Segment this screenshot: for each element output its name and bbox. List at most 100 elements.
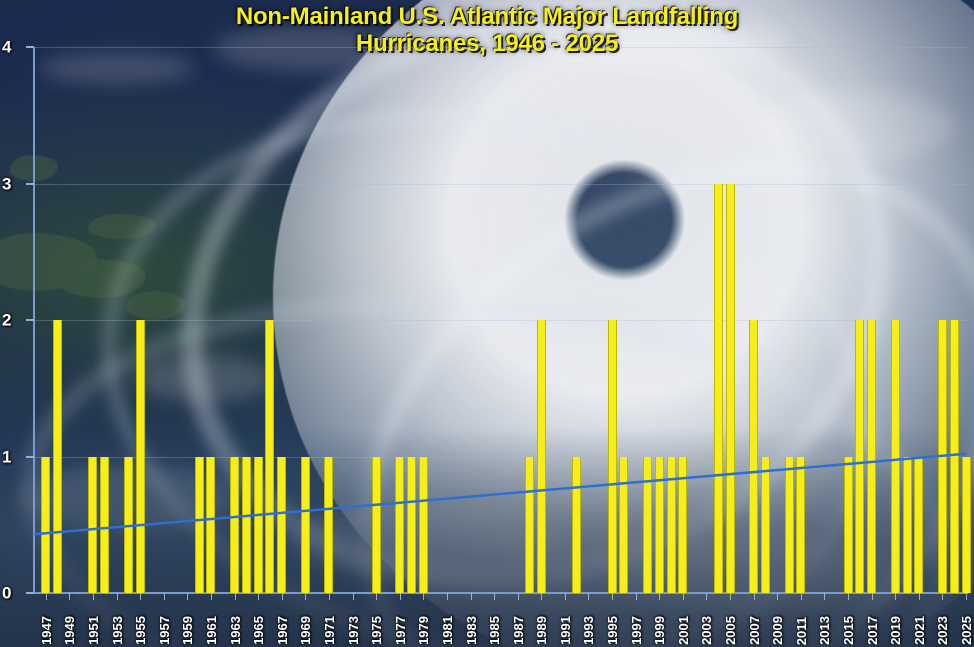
bar-1992 [572, 456, 582, 593]
x-tick-1983 [470, 593, 472, 600]
x-tick-2023 [942, 593, 944, 600]
x-tick-label-1961: 1961 [203, 616, 219, 645]
y-tick-label-1: 1 [2, 447, 12, 466]
bar-1996 [619, 456, 629, 593]
x-tick-label-1987: 1987 [510, 616, 526, 645]
x-tick-1957 [163, 593, 165, 600]
bar-2023 [937, 320, 947, 593]
x-tick-1973 [352, 593, 354, 600]
bar-2007 [749, 320, 759, 593]
x-tick-label-2001: 2001 [675, 616, 691, 645]
x-tick-1951 [92, 593, 94, 600]
y-tick-2 [26, 319, 34, 321]
bar-2016 [855, 320, 865, 593]
x-tick-1977 [399, 593, 401, 600]
bar-2021 [914, 456, 924, 593]
y-tick-label-3: 3 [2, 174, 12, 193]
bar-2024 [949, 320, 959, 593]
bar-2025 [961, 456, 971, 593]
x-tick-label-1995: 1995 [605, 616, 621, 645]
bar-1963 [230, 456, 240, 593]
x-tick-label-1985: 1985 [487, 616, 503, 645]
bar-1999 [654, 456, 664, 593]
bar-1964 [241, 456, 251, 593]
bar-2017 [867, 320, 877, 593]
x-tick-2025 [966, 593, 967, 600]
x-tick-label-1959: 1959 [180, 616, 196, 645]
x-tick-2007 [753, 593, 755, 600]
x-tick-1975 [376, 593, 378, 600]
x-tick-label-2015: 2015 [841, 616, 857, 645]
y-tick-3 [26, 182, 34, 185]
bar-1966 [265, 320, 275, 593]
x-tick-label-2009: 2009 [770, 616, 786, 645]
gridline-y-2 [33, 320, 968, 321]
x-tick-label-1999: 1999 [652, 616, 668, 645]
bar-1988 [524, 456, 534, 593]
x-tick-label-1973: 1973 [345, 616, 361, 645]
x-tick-1969 [305, 593, 307, 600]
x-tick-1963 [234, 593, 236, 600]
x-tick-1999 [659, 593, 661, 600]
x-tick-1967 [281, 593, 283, 600]
x-tick-label-1979: 1979 [416, 616, 432, 645]
x-tick-2013 [824, 593, 826, 600]
y-tick-label-0: 0 [2, 583, 12, 603]
bar-1955 [135, 320, 145, 593]
bar-1989 [536, 320, 546, 593]
x-tick-1949 [69, 593, 71, 600]
bar-1951 [88, 456, 98, 593]
x-tick-1947 [45, 593, 47, 600]
x-tick-2011 [800, 593, 802, 600]
bar-1977 [395, 456, 405, 593]
x-tick-label-2025: 2025 [959, 616, 974, 645]
bar-1961 [206, 456, 216, 593]
x-tick-label-1981: 1981 [439, 616, 455, 645]
bar-2011 [796, 456, 806, 593]
x-tick-label-2017: 2017 [864, 616, 880, 645]
y-tick-label-2: 2 [2, 310, 12, 330]
y-tick-1 [26, 455, 34, 458]
bar-1965 [253, 456, 263, 593]
bar-1967 [277, 456, 287, 593]
y-tick-0 [26, 592, 34, 594]
x-tick-label-1951: 1951 [85, 616, 101, 645]
bar-1948 [53, 320, 63, 593]
x-tick-1985 [494, 593, 496, 600]
y-tick-4 [26, 46, 34, 48]
x-tick-1953 [116, 593, 118, 600]
x-tick-2021 [918, 593, 920, 600]
bar-2004 [713, 183, 723, 593]
x-tick-label-1993: 1993 [581, 616, 597, 645]
x-tick-label-1957: 1957 [156, 616, 172, 645]
x-tick-label-2019: 2019 [888, 616, 904, 645]
x-tick-label-1967: 1967 [274, 616, 290, 645]
x-tick-1993 [588, 593, 590, 600]
bar-1969 [300, 456, 310, 593]
gridline-y-1 [33, 456, 968, 458]
y-tick-label-4: 4 [2, 37, 12, 57]
bar-1947 [41, 456, 51, 593]
bar-1979 [418, 456, 428, 593]
trendline-segment [33, 452, 967, 536]
x-tick-2015 [848, 593, 850, 600]
x-tick-label-1953: 1953 [109, 616, 125, 645]
x-tick-label-1997: 1997 [628, 616, 644, 645]
x-tick-label-1977: 1977 [392, 616, 408, 645]
x-tick-1981 [446, 593, 448, 600]
chart-title-line2: Hurricanes, 1946 - 2025 [355, 29, 619, 57]
bar-2005 [725, 183, 735, 593]
x-tick-2005 [730, 593, 732, 600]
x-tick-1995 [612, 593, 614, 600]
bar-1975 [371, 456, 381, 593]
x-tick-label-1971: 1971 [321, 616, 337, 645]
x-tick-1971 [328, 593, 330, 600]
bar-2000 [666, 456, 676, 593]
x-tick-label-1965: 1965 [251, 616, 267, 645]
x-tick-label-2005: 2005 [723, 616, 739, 645]
chart-title-line1: Non-Mainland U.S. Atlantic Major Landfal… [235, 3, 739, 30]
bar-1998 [642, 456, 652, 593]
